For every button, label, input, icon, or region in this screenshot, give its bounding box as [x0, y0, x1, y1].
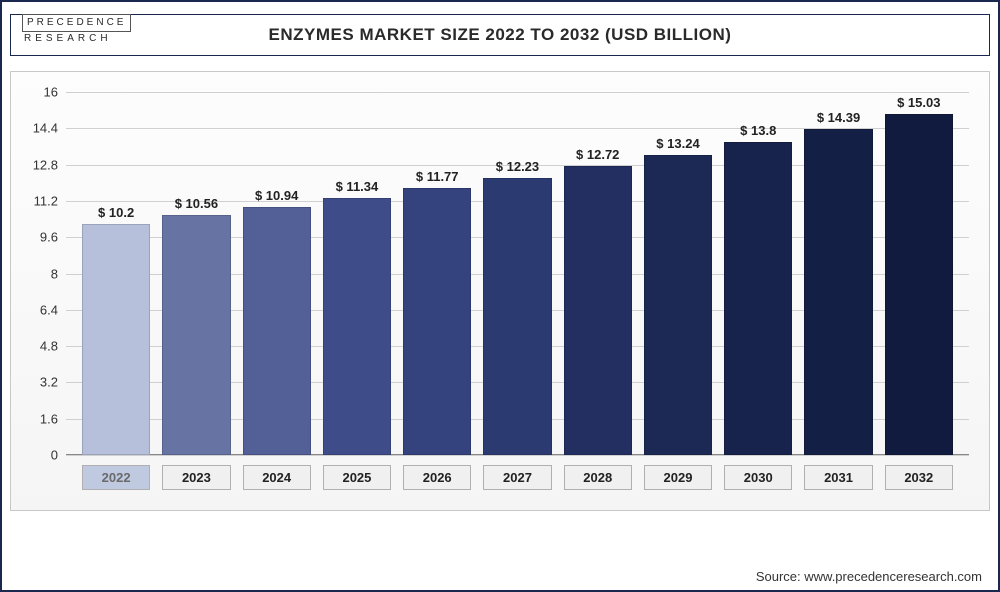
chart-title: ENZYMES MARKET SIZE 2022 TO 2032 (USD BI…: [10, 14, 990, 56]
logo-line2: RESEARCH: [22, 33, 131, 45]
bar: [564, 166, 632, 455]
y-tick-label: 0: [51, 448, 66, 463]
x-category-label: 2023: [162, 465, 230, 490]
bars-group: $ 10.22022$ 10.562023$ 10.942024$ 11.342…: [66, 92, 969, 455]
bar-slot: $ 15.032032: [885, 92, 953, 455]
y-tick-label: 12.8: [33, 157, 66, 172]
bar: [82, 224, 150, 455]
y-tick-label: 6.4: [40, 302, 66, 317]
x-category-label: 2026: [403, 465, 471, 490]
bar-value-label: $ 10.2: [98, 205, 134, 220]
bar-value-label: $ 12.72: [576, 147, 619, 162]
bar: [644, 155, 712, 455]
bar: [483, 178, 551, 455]
bar-value-label: $ 11.77: [416, 169, 459, 184]
bar-value-label: $ 13.8: [740, 123, 776, 138]
bar-value-label: $ 11.34: [336, 179, 379, 194]
bar: [885, 114, 953, 455]
bar: [403, 188, 471, 455]
bar-slot: $ 10.942024: [243, 92, 311, 455]
y-tick-label: 14.4: [33, 121, 66, 136]
x-category-label: 2029: [644, 465, 712, 490]
y-tick-label: 3.2: [40, 375, 66, 390]
bar-slot: $ 12.722028: [564, 92, 632, 455]
bar-value-label: $ 10.94: [255, 188, 298, 203]
source-attribution: Source: www.precedenceresearch.com: [756, 569, 982, 584]
bar-slot: $ 13.82030: [724, 92, 792, 455]
bar: [243, 207, 311, 455]
x-category-label: 2027: [483, 465, 551, 490]
x-category-label: 2032: [885, 465, 953, 490]
bar: [323, 198, 391, 455]
x-category-label: 2024: [243, 465, 311, 490]
x-category-label: 2025: [323, 465, 391, 490]
bar-slot: $ 13.242029: [644, 92, 712, 455]
bar: [162, 215, 230, 455]
bar-slot: $ 11.342025: [323, 92, 391, 455]
bar-value-label: $ 15.03: [897, 95, 940, 110]
y-tick-label: 4.8: [40, 339, 66, 354]
bar-value-label: $ 14.39: [817, 110, 860, 125]
bar-value-label: $ 10.56: [175, 196, 218, 211]
y-tick-label: 9.6: [40, 230, 66, 245]
x-category-label: 2031: [804, 465, 872, 490]
bar-slot: $ 14.392031: [804, 92, 872, 455]
chart-area: 01.63.24.86.489.611.212.814.416 $ 10.220…: [10, 71, 990, 511]
x-category-label: 2022: [82, 465, 150, 490]
bar-slot: $ 10.562023: [162, 92, 230, 455]
bar: [724, 142, 792, 455]
brand-logo: PRECEDENCE RESEARCH: [22, 14, 131, 45]
bar-slot: $ 11.772026: [403, 92, 471, 455]
x-category-label: 2028: [564, 465, 632, 490]
bar-value-label: $ 12.23: [496, 159, 539, 174]
bar-slot: $ 10.22022: [82, 92, 150, 455]
plot-region: 01.63.24.86.489.611.212.814.416 $ 10.220…: [66, 92, 969, 455]
y-tick-label: 16: [44, 85, 66, 100]
chart-container: PRECEDENCE RESEARCH ENZYMES MARKET SIZE …: [0, 0, 1000, 592]
logo-line1: PRECEDENCE: [22, 14, 131, 32]
bar-slot: $ 12.232027: [483, 92, 551, 455]
y-tick-label: 1.6: [40, 411, 66, 426]
bar-value-label: $ 13.24: [656, 136, 699, 151]
grid-line: [66, 455, 969, 456]
y-tick-label: 11.2: [34, 193, 66, 208]
bar: [804, 129, 872, 455]
x-category-label: 2030: [724, 465, 792, 490]
y-tick-label: 8: [51, 266, 66, 281]
